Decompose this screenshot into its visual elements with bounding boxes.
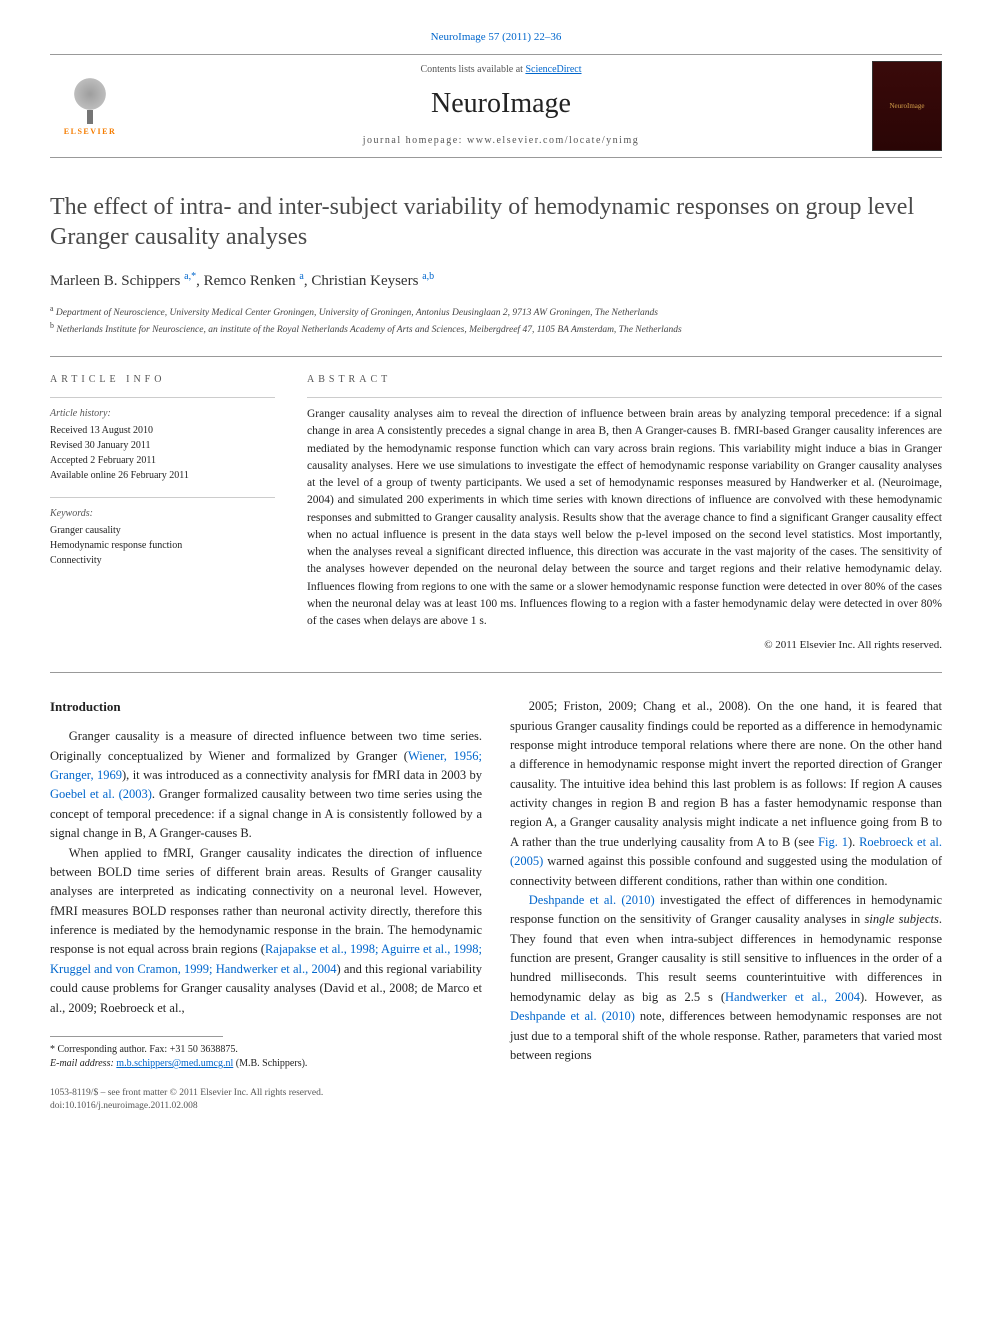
intro-para-3: Deshpande et al. (2010) investigated the… <box>510 891 942 1065</box>
journal-homepage: journal homepage: www.elsevier.com/locat… <box>130 134 872 149</box>
author-list: Marleen B. Schippers a,*, Remco Renken a… <box>50 270 942 293</box>
body-col-left: Introduction Granger causality is a meas… <box>50 697 482 1113</box>
doi-line: doi:10.1016/j.neuroimage.2011.02.008 <box>50 1100 482 1113</box>
title-block: The effect of intra- and inter-subject v… <box>50 192 942 338</box>
affil-a-text: Department of Neuroscience, University M… <box>56 308 658 318</box>
cover-label: NeuroImage <box>890 101 925 111</box>
meta-row: ARTICLE INFO Article history: Received 1… <box>50 357 942 655</box>
affiliation-b: b Netherlands Institute for Neuroscience… <box>50 320 942 337</box>
corr-author-line: * Corresponding author. Fax: +31 50 3638… <box>50 1043 482 1057</box>
abstract-rule <box>307 397 942 398</box>
article-info-rule <box>50 397 275 398</box>
homepage-url: www.elsevier.com/locate/ynimg <box>467 135 639 146</box>
keyword-0: Granger causality <box>50 523 275 538</box>
intro-para-0: Granger causality is a measure of direct… <box>50 727 482 843</box>
sciencedirect-link[interactable]: ScienceDirect <box>525 64 581 75</box>
abstract-col: ABSTRACT Granger causality analyses aim … <box>307 357 942 655</box>
history-revised: Revised 30 January 2011 <box>50 438 275 453</box>
history-label: Article history: <box>50 406 275 421</box>
keywords-block: Keywords: Granger causality Hemodynamic … <box>50 506 275 568</box>
affil-b-text: Netherlands Institute for Neuroscience, … <box>56 325 681 335</box>
journal-reference-link[interactable]: NeuroImage 57 (2011) 22–36 <box>50 30 942 46</box>
abstract-text: Granger causality analyses aim to reveal… <box>307 406 942 630</box>
history-received: Received 13 August 2010 <box>50 423 275 438</box>
article-title: The effect of intra- and inter-subject v… <box>50 192 942 252</box>
journal-header: ELSEVIER Contents lists available at Sci… <box>50 55 942 158</box>
body-rule <box>50 672 942 673</box>
keyword-1: Hemodynamic response function <box>50 538 275 553</box>
corresponding-footnote: * Corresponding author. Fax: +31 50 3638… <box>50 1043 482 1071</box>
keywords-rule <box>50 497 275 498</box>
body-col-right: 2005; Friston, 2009; Chang et al., 2008)… <box>510 697 942 1113</box>
keywords-label: Keywords: <box>50 506 275 521</box>
keyword-2: Connectivity <box>50 553 275 568</box>
header-center: Contents lists available at ScienceDirec… <box>130 63 872 149</box>
journal-cover-thumb: NeuroImage <box>872 61 942 151</box>
contents-prefix: Contents lists available at <box>420 64 525 75</box>
journal-name: NeuroImage <box>130 84 872 125</box>
corr-email-link[interactable]: m.b.schippers@med.umcg.nl <box>116 1058 233 1069</box>
corr-email-line: E-mail address: m.b.schippers@med.umcg.n… <box>50 1057 482 1071</box>
email-suffix: (M.B. Schippers). <box>236 1058 308 1069</box>
email-label: E-mail address: <box>50 1058 114 1069</box>
intro-para-1: When applied to fMRI, Granger causality … <box>50 844 482 1018</box>
issn-line: 1053-8119/$ – see front matter © 2011 El… <box>50 1087 482 1100</box>
abstract-heading: ABSTRACT <box>307 373 942 388</box>
abstract-copyright: © 2011 Elsevier Inc. All rights reserved… <box>307 638 942 654</box>
bottom-meta: 1053-8119/$ – see front matter © 2011 El… <box>50 1087 482 1114</box>
elsevier-logo: ELSEVIER <box>50 74 130 138</box>
article-info-col: ARTICLE INFO Article history: Received 1… <box>50 357 275 655</box>
footnote-rule <box>50 1036 223 1037</box>
contents-line: Contents lists available at ScienceDirec… <box>130 63 872 78</box>
history-accepted: Accepted 2 February 2011 <box>50 453 275 468</box>
body-columns: Introduction Granger causality is a meas… <box>50 697 942 1113</box>
elsevier-wordmark: ELSEVIER <box>64 126 116 138</box>
intro-heading: Introduction <box>50 697 482 717</box>
homepage-prefix: journal homepage: <box>363 135 467 146</box>
journal-ref-text: NeuroImage 57 (2011) 22–36 <box>431 31 562 43</box>
history-online: Available online 26 February 2011 <box>50 468 275 483</box>
affiliation-a: a Department of Neuroscience, University… <box>50 303 942 320</box>
intro-para-2: 2005; Friston, 2009; Chang et al., 2008)… <box>510 697 942 891</box>
article-info-heading: ARTICLE INFO <box>50 373 275 388</box>
elsevier-tree-icon <box>65 74 115 124</box>
